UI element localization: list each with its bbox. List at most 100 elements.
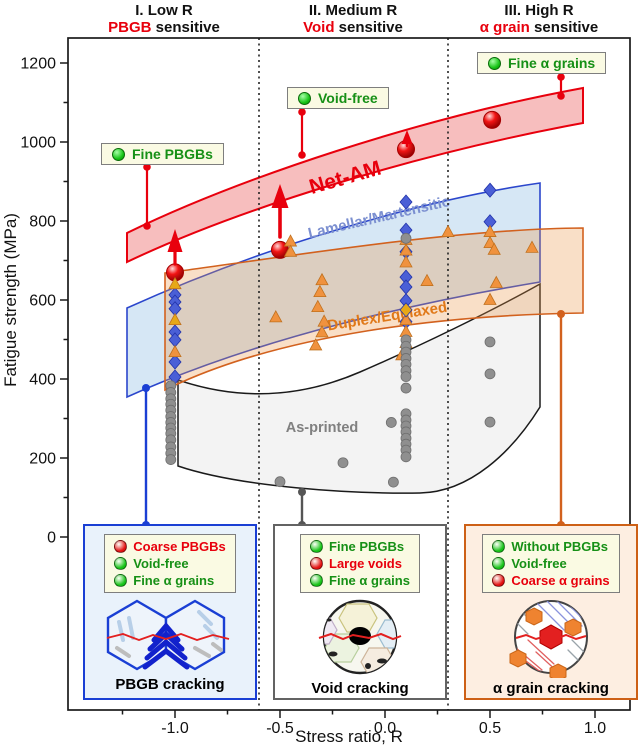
duplex-point: [309, 338, 323, 351]
legend-label: Fine α grains: [133, 573, 215, 588]
legend-dot-icon: [310, 557, 324, 570]
axes: 0 200 400 600 800 1000 1200 -1.0 -0.5 0.0 0.5 1.0 F…: [1, 37, 631, 746]
lamellar-point: [168, 354, 182, 370]
net-am-point: [483, 110, 502, 129]
gold-triangle-point: [168, 312, 182, 326]
legend-label: Coarse α grains: [511, 573, 610, 588]
crack-line: [106, 633, 230, 641]
callout-fine-alpha-grains: Fine α grains: [477, 52, 607, 74]
as-printed-point: [400, 382, 412, 394]
duplex-point: [487, 242, 501, 255]
as-printed-point: [400, 451, 412, 463]
as-printed-point: [484, 336, 496, 348]
duplex-point: [399, 312, 413, 326]
alpha-grain-cracking-illustration: [509, 600, 588, 678]
callout-fine-pbgbs: Fine PBGBs: [101, 143, 224, 165]
as-printed-point: [387, 476, 399, 488]
y-tick-label: 1000: [20, 135, 56, 152]
region-3-numeral: III. High R: [504, 2, 574, 19]
region-2-numeral: II. Medium R: [308, 2, 398, 19]
duplex-point: [441, 224, 455, 237]
void-cracking-illustration: [318, 599, 402, 675]
legend-void-cracking: Fine PBGBs Large voids Fine α grains: [300, 534, 420, 593]
small-voids: [326, 618, 387, 669]
axis-ticks: [60, 62, 596, 718]
callout-void-free-label: Void-free: [318, 90, 378, 106]
region-2-keyword: Void: [303, 19, 335, 36]
y-tick-label: 1200: [20, 56, 56, 73]
legend-label: Void-free: [133, 556, 189, 571]
as-printed-point: [400, 232, 412, 244]
legend-item: Fine α grains: [114, 572, 225, 589]
as-printed-point: [484, 416, 496, 428]
as-printed-point: [165, 454, 177, 465]
legend-label: Fine α grains: [329, 573, 410, 588]
y-tick-label: 200: [29, 451, 56, 468]
band-label-as-printed: As-printed: [286, 420, 359, 436]
legend-label: Coarse PBGBs: [133, 539, 226, 554]
y-tick-label: 600: [29, 293, 56, 310]
legend-item: Fine α grains: [310, 572, 410, 589]
duplex-point: [283, 234, 298, 247]
legend-dot-icon: [492, 574, 506, 587]
y-tick-label: 800: [29, 214, 56, 231]
x-tick-label: -0.5: [266, 720, 294, 737]
region-dividers: [258, 38, 449, 710]
region-3-rest: sensitive: [529, 19, 599, 36]
legend-dot-icon: [114, 557, 128, 570]
legend-item: Fine PBGBs: [310, 538, 410, 555]
region-1-rest: sensitive: [151, 19, 220, 36]
legend-dot-icon: [492, 540, 506, 553]
duplex-point: [399, 243, 413, 256]
legend-dot-icon: [492, 557, 506, 570]
green-dot-icon: [488, 56, 501, 70]
legend-item: Coarse PBGBs: [114, 538, 226, 555]
band-net-am: [126, 86, 584, 264]
region-2-rest: sensitive: [334, 19, 403, 36]
legend-item: Void-free: [114, 555, 225, 572]
caption-alpha-grain-cracking: α grain cracking: [493, 680, 609, 697]
y-tick-label: 0: [47, 530, 56, 547]
crack-line: [318, 632, 402, 641]
x-tick-label: -1.0: [161, 720, 189, 737]
legend-item: Large voids: [310, 555, 410, 572]
as-printed-point: [385, 417, 397, 428]
duplex-point: [489, 275, 503, 288]
x-axis-title: Stress ratio, R: [295, 727, 403, 746]
pbgb-cracking-illustration: [106, 599, 230, 671]
duplex-point: [317, 314, 331, 327]
legend-alpha-grain-cracking: Without PBGBs Void-free Coarse α grains: [482, 534, 620, 593]
axis-tick-labels: 0 200 400 600 800 1000 1200 -1.0 -0.5 0.0 0.5 1.0: [20, 56, 606, 738]
green-dot-icon: [112, 147, 125, 161]
duplex-point: [420, 273, 434, 286]
duplex-point: [315, 325, 329, 338]
alpha-grains: [509, 607, 582, 678]
duplex-point: [525, 240, 539, 253]
x-tick-label: 1.0: [584, 720, 606, 737]
as-printed-point: [274, 476, 286, 488]
duplex-point: [399, 255, 413, 268]
callout-fine-alpha-grains-label: Fine α grains: [508, 55, 596, 71]
crack-line: [515, 633, 587, 641]
band-as-printed: [177, 282, 541, 494]
pbgb-chevrons: [142, 622, 190, 670]
region-header-high-r: III. High R α grain sensitive: [429, 2, 640, 36]
duplex-point: [315, 272, 329, 286]
region-header-medium-r: II. Medium R Void sensitive: [243, 2, 463, 36]
green-dot-icon: [298, 91, 311, 105]
legend-item: Coarse α grains: [492, 572, 610, 589]
y-tick-label: 400: [29, 372, 56, 389]
legend-label: Without PBGBs: [511, 539, 608, 554]
region-header-low-r: I. Low R PBGB sensitive: [54, 2, 274, 36]
lath-hatch-gray: [115, 642, 223, 658]
duplex-point: [283, 244, 298, 257]
duplex-point: [269, 310, 283, 323]
as-printed-point: [337, 457, 349, 469]
region-1-keyword: PBGB: [108, 19, 152, 36]
caption-void-cracking: Void cracking: [311, 680, 409, 697]
gold-diamond-point: [399, 302, 413, 318]
bands: [126, 86, 584, 494]
region-1-numeral: I. Low R: [135, 2, 193, 19]
legend-item: Void-free: [492, 555, 609, 572]
